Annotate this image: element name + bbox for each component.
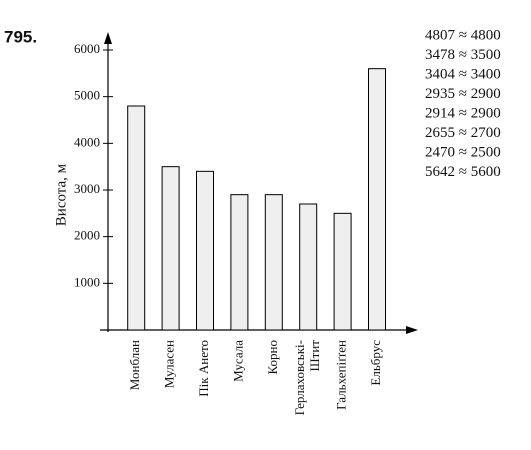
annotation: 2470 ≈ 2500 bbox=[425, 144, 501, 160]
bar bbox=[127, 105, 146, 331]
x-tick-label: Гальхепіґґен bbox=[334, 340, 349, 410]
y-arrow bbox=[104, 32, 112, 44]
annotation: 4807 ≈ 4800 bbox=[425, 27, 501, 43]
annotation: 5642 ≈ 5600 bbox=[425, 164, 501, 180]
bar bbox=[368, 68, 386, 331]
x-tick-label: Ельбрус bbox=[368, 340, 383, 386]
bar bbox=[299, 203, 318, 331]
y-tick-label: 3000 bbox=[74, 181, 100, 196]
x-tick-label: Герлаховські-Штит bbox=[292, 340, 322, 416]
annotation: 2935 ≈ 2900 bbox=[425, 86, 501, 102]
x-tick-label: Корно bbox=[265, 340, 280, 374]
x-arrow bbox=[406, 326, 418, 334]
x-tick-label: Монблан bbox=[127, 340, 142, 390]
x-tick-label: Муласен bbox=[162, 340, 177, 388]
y-tick-label: 4000 bbox=[74, 134, 100, 149]
problem-number: 795. bbox=[4, 27, 37, 46]
y-tick-label: 5000 bbox=[74, 88, 100, 103]
annotation: 2914 ≈ 2900 bbox=[425, 105, 501, 121]
x-tick-label: Мусала bbox=[230, 340, 245, 382]
bar bbox=[196, 170, 214, 331]
y-tick-label: 1000 bbox=[74, 274, 100, 289]
y-axis-label: Висота, м bbox=[53, 163, 69, 226]
y-tick-label: 6000 bbox=[74, 41, 100, 56]
bar bbox=[333, 212, 352, 331]
bar bbox=[161, 166, 180, 331]
bar bbox=[264, 194, 283, 331]
x-tick-label: Пік Ането bbox=[196, 340, 211, 397]
annotation: 3404 ≈ 3400 bbox=[425, 66, 501, 82]
bar bbox=[230, 194, 249, 331]
annotation: 3478 ≈ 3500 bbox=[425, 47, 501, 63]
annotation: 2655 ≈ 2700 bbox=[425, 125, 501, 141]
y-tick-label: 2000 bbox=[74, 228, 100, 243]
